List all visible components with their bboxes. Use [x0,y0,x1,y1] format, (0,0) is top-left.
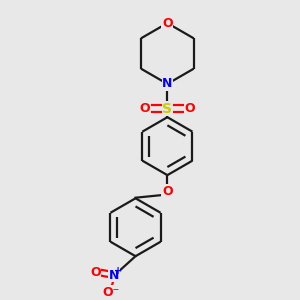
Text: +: + [114,266,122,276]
Text: S: S [162,101,172,116]
Text: N: N [109,268,119,281]
Text: O: O [162,184,173,198]
Text: O⁻: O⁻ [102,286,119,299]
Text: O: O [140,102,150,115]
Text: O: O [90,266,101,279]
Text: N: N [162,77,172,90]
Text: O: O [184,102,195,115]
Text: O: O [162,16,173,30]
